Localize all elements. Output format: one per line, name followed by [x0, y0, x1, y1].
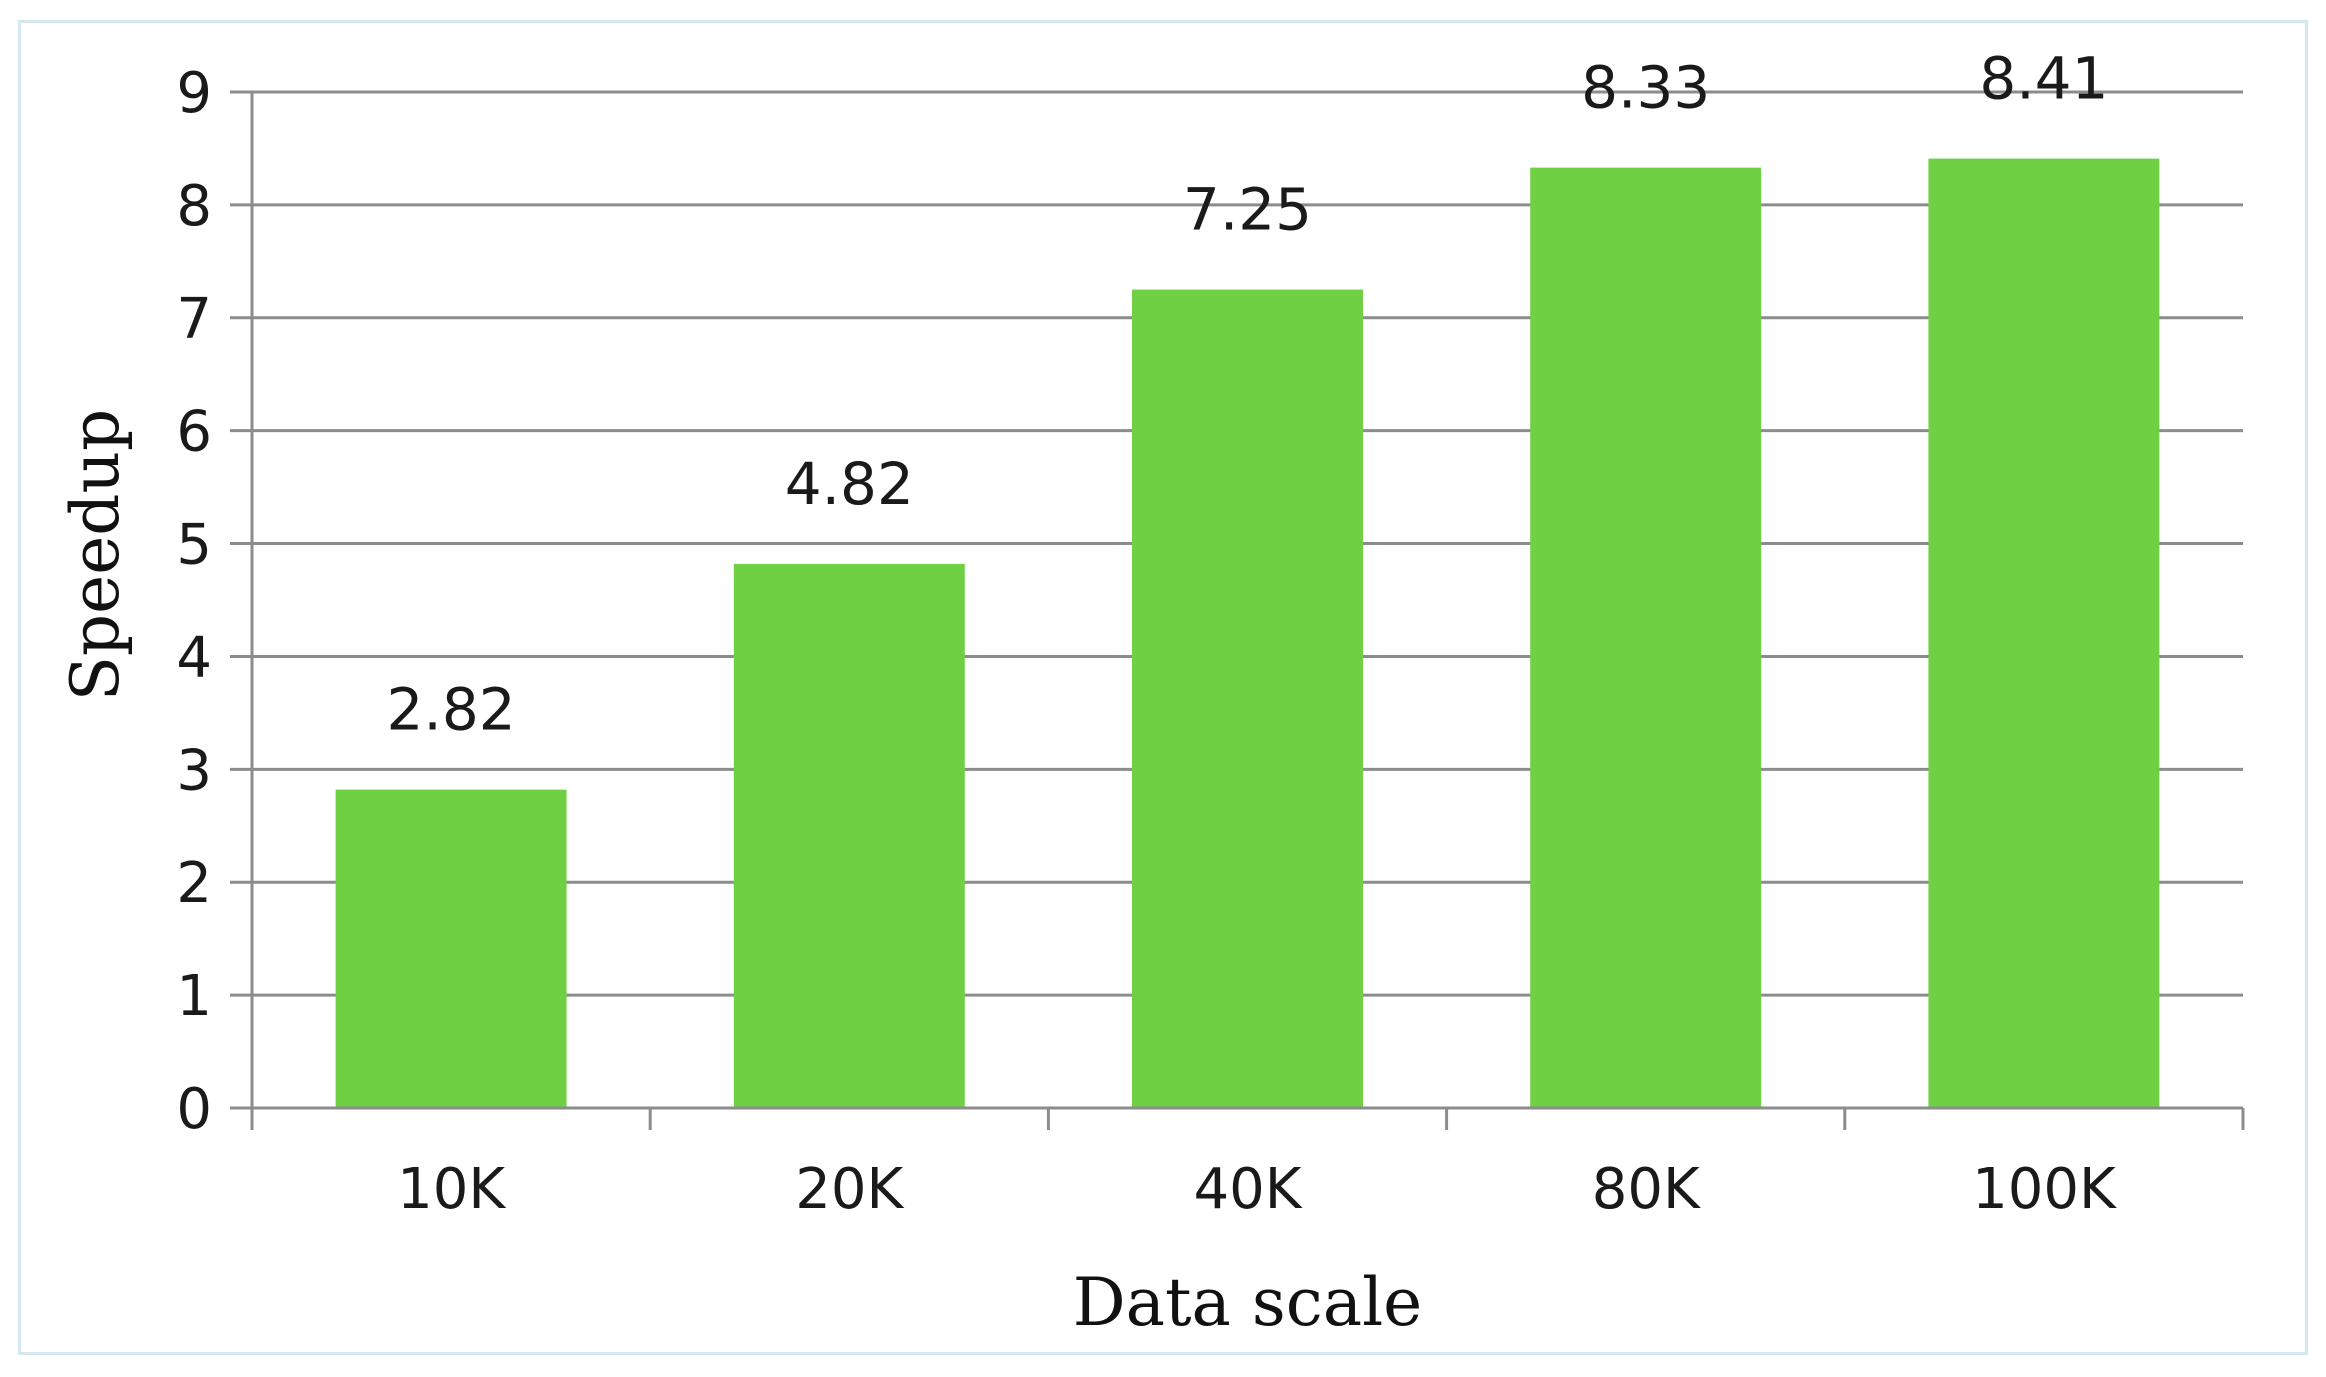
data-label-10K: 2.82	[387, 676, 516, 744]
bar-80K	[1530, 167, 1762, 1108]
bars	[335, 158, 2160, 1109]
y-tick-label: 2	[176, 851, 212, 916]
bar-10K	[335, 789, 567, 1108]
x-tick-label-100K: 100K	[1972, 1157, 2117, 1222]
x-tick-label-20K: 20K	[795, 1157, 904, 1222]
y-tick-label: 0	[176, 1077, 212, 1142]
data-label-100K: 8.41	[1979, 45, 2108, 113]
data-label-80K: 8.33	[1581, 54, 1710, 122]
y-tick-label: 8	[176, 174, 212, 239]
y-tick-label: 3	[176, 738, 212, 803]
data-label-20K: 4.82	[785, 450, 914, 518]
x-tick-label-40K: 40K	[1194, 1157, 1303, 1222]
x-tick-label-10K: 10K	[397, 1157, 506, 1222]
y-axis-title: Speedup	[57, 409, 134, 702]
bar-40K	[1132, 289, 1363, 1108]
x-tick-label-80K: 80K	[1592, 1157, 1701, 1222]
x-axis-title: Data scale	[1073, 1264, 1422, 1341]
axes: 0 1 2 3 4 5 6 7 8 9 10K 20K 40K 80K 100K	[176, 61, 2245, 1222]
bar-20K	[733, 563, 965, 1108]
y-tick-label: 7	[176, 287, 212, 352]
y-tick-label: 5	[176, 513, 212, 578]
data-label-40K: 7.25	[1183, 176, 1312, 244]
data-labels: 2.82 4.82 7.25 8.33 8.41	[387, 45, 2109, 744]
bar-100K	[1928, 158, 2160, 1109]
y-tick-label: 1	[176, 964, 212, 1029]
y-tick-label: 9	[176, 61, 212, 126]
y-tick-label: 4	[176, 625, 212, 690]
y-tick-label: 6	[176, 400, 212, 465]
